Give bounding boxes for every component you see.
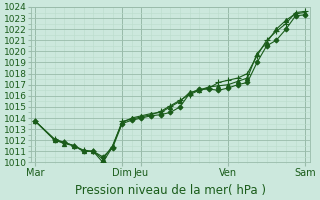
X-axis label: Pression niveau de la mer( hPa ): Pression niveau de la mer( hPa ) — [75, 184, 266, 197]
